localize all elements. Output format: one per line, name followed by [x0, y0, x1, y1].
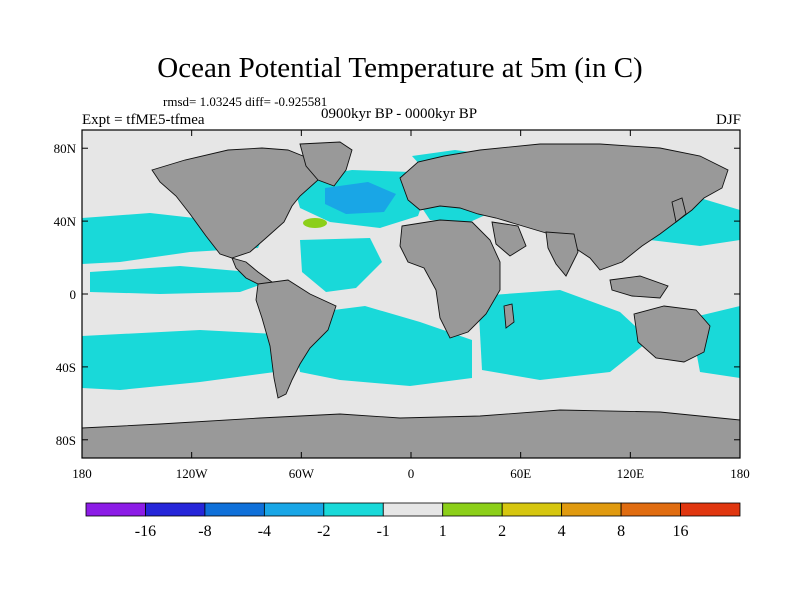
- x-tick-label-0: 180: [72, 466, 92, 481]
- colorbar-label-6: 2: [498, 523, 506, 540]
- colorbar-swatch-0: [85, 502, 146, 517]
- colorbar-label-9: 16: [673, 523, 689, 540]
- colorbar-swatch-10: [680, 502, 741, 517]
- y-tick-label-2: 0: [70, 287, 77, 302]
- colorbar-swatch-3: [263, 502, 325, 517]
- region-tropical-atlantic-cooling: [300, 238, 382, 292]
- colorbar-swatch-7: [501, 502, 563, 517]
- region-warm-patch: [303, 218, 327, 228]
- period-label: 0900kyr BP - 0000kyr BP: [321, 106, 478, 122]
- axis-ticks: [81, 130, 741, 458]
- colorbar-labels: -16 -8 -4 -2 -1 1 2 4 8 16: [135, 523, 689, 540]
- colorbar-label-0: -16: [135, 523, 156, 540]
- land-eurasia: [399, 143, 729, 271]
- colorbar-swatch-8: [561, 502, 622, 517]
- colorbar-swatch-2: [204, 502, 265, 517]
- x-tick-label-2: 60W: [289, 466, 315, 481]
- x-tick-label-6: 180: [730, 466, 750, 481]
- colorbar-label-2: -4: [258, 523, 271, 540]
- region-indian-ocean-cooling: [478, 290, 650, 380]
- colorbar-swatch-1: [145, 502, 206, 517]
- region-southern-ocean-cooling: [82, 330, 275, 390]
- land-africa: [399, 219, 501, 339]
- colorbar-label-8: 8: [617, 523, 625, 540]
- colorbar-swatch-5: [382, 502, 444, 517]
- land-japan: [671, 197, 687, 223]
- map-plot-area: [82, 130, 740, 458]
- season-label: DJF: [715, 112, 741, 128]
- experiment-label: Expt = tfME5-tfmea: [82, 112, 205, 128]
- colorbar-label-1: -8: [198, 523, 211, 540]
- region-tropical-pacific-cooling: [90, 266, 268, 294]
- colorbar-label-3: -2: [317, 523, 330, 540]
- region-south-atlantic-cooling: [292, 306, 472, 386]
- colorbar-label-5: 1: [439, 523, 447, 540]
- y-tick-label-1: 40N: [54, 214, 77, 229]
- land-antarctica: [82, 409, 740, 458]
- axis-labels: 180 120W 60W 0 60E 120E 180 80N 40N 0 40S 80S: [54, 141, 750, 481]
- y-tick-label-4: 80S: [56, 433, 76, 448]
- land-arabia: [491, 221, 527, 257]
- x-tick-label-4: 60E: [510, 466, 531, 481]
- x-tick-label-3: 0: [408, 466, 415, 481]
- stats-label: rmsd= 1.03245 diff= -0.925581: [163, 94, 328, 109]
- colorbar-swatch-4: [323, 502, 384, 517]
- land-masses: [82, 141, 740, 458]
- y-tick-label-3: 40S: [56, 360, 76, 375]
- colorbar-label-7: 4: [558, 523, 566, 540]
- land-greenland: [299, 141, 353, 187]
- land-south-america: [255, 279, 337, 399]
- chart-title: Ocean Potential Temperature at 5m (in C): [157, 52, 643, 84]
- colorbar-label-4: -1: [377, 523, 390, 540]
- land-australia: [633, 305, 711, 363]
- x-tick-label-1: 120W: [176, 466, 209, 481]
- colorbar: [85, 502, 741, 517]
- y-tick-label-0: 80N: [54, 141, 77, 156]
- land-north-america: [151, 147, 327, 259]
- land-madagascar: [503, 303, 515, 329]
- land-maritime-southeast-asia: [609, 275, 669, 299]
- land-india: [545, 231, 579, 277]
- strong-cooling-regions: [325, 182, 396, 214]
- colorbar-swatch-9: [620, 502, 681, 517]
- region-subpolar-atlantic-strong-cooling: [325, 182, 396, 214]
- x-tick-label-5: 120E: [617, 466, 645, 481]
- colorbar-swatch-6: [442, 502, 503, 517]
